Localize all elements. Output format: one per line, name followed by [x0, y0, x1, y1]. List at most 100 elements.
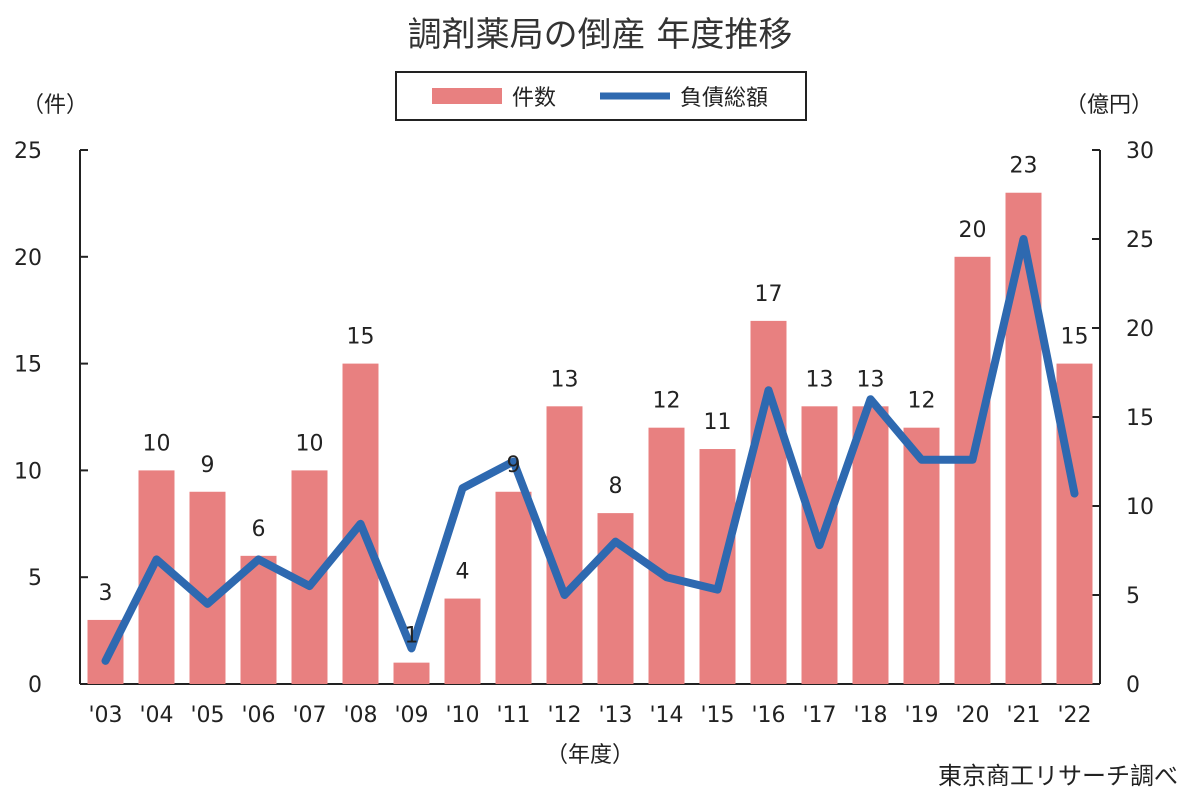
bar-value-label: 23	[1010, 154, 1038, 179]
bar	[648, 427, 685, 684]
debt-point	[512, 460, 515, 463]
x-axis-label: （年度）	[546, 743, 634, 768]
debt-point	[971, 458, 974, 461]
bar	[546, 406, 583, 684]
bar-value-label: 15	[347, 325, 375, 350]
debt-point	[104, 659, 107, 662]
debt-point	[410, 647, 413, 650]
bar	[852, 406, 889, 684]
bar-value-label: 13	[806, 367, 834, 392]
y-left-tick-label: 15	[14, 353, 42, 378]
x-tick-label: '16	[751, 703, 785, 728]
bar	[189, 491, 226, 684]
x-tick-label: '14	[649, 703, 683, 728]
x-tick-label: '18	[853, 703, 887, 728]
debt-point	[308, 585, 311, 588]
y-right-tick-label: 30	[1126, 139, 1154, 164]
legend-bar-swatch	[432, 88, 502, 104]
x-tick-label: '12	[547, 703, 581, 728]
debt-point	[206, 602, 209, 605]
debt-point	[1022, 238, 1025, 240]
x-tick-label: '19	[904, 703, 938, 728]
x-tick-label: '08	[343, 703, 377, 728]
y-left-tick-label: 5	[28, 566, 42, 591]
bar-value-label: 8	[609, 474, 623, 499]
x-tick-label: '20	[955, 703, 989, 728]
line-series	[101, 235, 1079, 665]
bar-value-label: 13	[551, 367, 579, 392]
bar	[750, 320, 787, 684]
data-labels: 3 10 9 6 10 15 1 4 9 13 8 12 11 17 13 13 12 20 23 15	[99, 154, 1089, 649]
bar-value-label: 15	[1061, 325, 1089, 350]
legend-line-label: 負債総額	[680, 86, 768, 111]
debt-point	[614, 540, 617, 543]
axes: 0 5 10 15 20 25 0 5 10 15 20 25 30	[14, 139, 1154, 698]
x-tick-label: '09	[394, 703, 428, 728]
bar-value-label: 1	[405, 624, 419, 649]
bar	[699, 449, 736, 684]
x-tick-label: '15	[700, 703, 734, 728]
x-tick-label: '05	[190, 703, 224, 728]
y-right-tick-label: 10	[1126, 495, 1154, 520]
chart-title: 調剤薬局の倒産 年度推移	[408, 15, 793, 55]
bar-series	[87, 192, 1093, 684]
bar	[393, 662, 430, 684]
x-tick-label: '06	[241, 703, 275, 728]
x-tick-labels: '03 '04 '05 '06 '07 '08 '09 '10 '11 '12 '13 '14 '15 '…	[88, 703, 1091, 728]
bar-value-label: 6	[252, 517, 266, 542]
bar-value-label: 11	[704, 410, 732, 435]
x-tick-label: '03	[88, 703, 122, 728]
debt-line	[101, 235, 1079, 665]
debt-point	[818, 544, 821, 547]
bar-value-label: 10	[296, 431, 324, 456]
bar-value-label: 9	[201, 453, 215, 478]
legend: 件数 負債総額	[395, 71, 807, 121]
bar-value-label: 17	[755, 282, 783, 307]
y-left-tick-label: 10	[14, 459, 42, 484]
bar-value-label: 4	[456, 560, 470, 585]
debt-point	[155, 558, 158, 561]
bar-value-label: 3	[99, 581, 113, 606]
debt-point	[461, 487, 464, 490]
x-tick-label: '22	[1057, 703, 1091, 728]
bar	[903, 427, 940, 684]
y-left-unit: （件）	[22, 93, 88, 118]
y-right-tick-label: 25	[1126, 228, 1154, 253]
x-tick-label: '11	[496, 703, 530, 728]
x-tick-label: '07	[292, 703, 326, 728]
y-left-tick-label: 20	[14, 246, 42, 271]
y-right-tick-label: 0	[1126, 673, 1140, 698]
x-tick-label: '17	[802, 703, 836, 728]
bar	[444, 598, 481, 684]
debt-point	[257, 558, 260, 561]
x-tick-label: '13	[598, 703, 632, 728]
bar	[954, 256, 991, 684]
legend-bar-label: 件数	[512, 86, 556, 111]
debt-point	[665, 576, 668, 579]
bar-value-label: 13	[857, 367, 885, 392]
debt-point	[767, 389, 770, 392]
bar-value-label: 12	[908, 389, 936, 414]
debt-point	[359, 522, 362, 525]
debt-point	[1073, 492, 1076, 495]
debt-point	[716, 588, 719, 591]
bar	[495, 491, 532, 684]
bar-value-label: 10	[143, 431, 171, 456]
y-left-tick-label: 0	[28, 673, 42, 698]
debt-point	[563, 594, 566, 596]
bar-value-label: 20	[959, 218, 987, 243]
bar-value-label: 9	[507, 453, 521, 478]
y-right-tick-label: 15	[1126, 406, 1154, 431]
y-left-tick-label: 25	[14, 139, 42, 164]
bar-value-label: 12	[653, 389, 681, 414]
x-tick-label: '10	[445, 703, 479, 728]
bar	[1005, 192, 1042, 684]
y-right-tick-label: 20	[1126, 317, 1154, 342]
y-right-unit: （億円）	[1065, 93, 1153, 118]
source-note: 東京商工リサーチ調べ	[938, 762, 1178, 790]
y-right-tick-label: 5	[1126, 584, 1140, 609]
debt-point	[869, 398, 872, 401]
x-tick-label: '21	[1006, 703, 1040, 728]
x-tick-label: '04	[139, 703, 173, 728]
